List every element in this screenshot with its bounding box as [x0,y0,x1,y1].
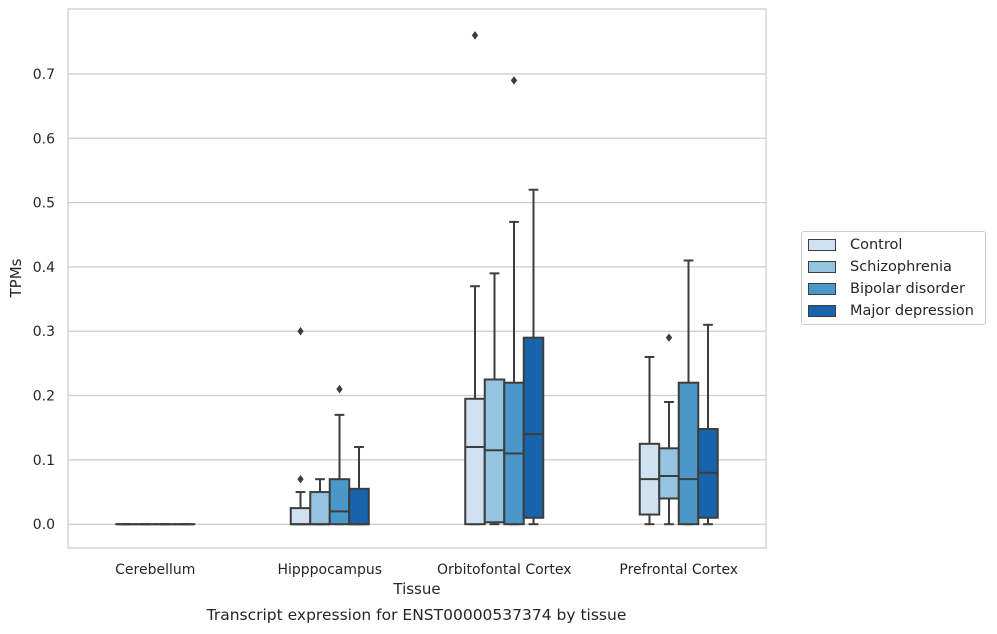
legend-label-major-depression: Major depression [850,303,974,319]
x-axis-ticks: Cerebellum Hipppocampus Orbitofontal Corte… [115,562,738,578]
box-body [464,397,486,526]
y-tick-label: 0.0 [33,517,55,533]
outlier-point [297,474,304,484]
y-tick-label: 0.7 [33,67,55,83]
box-group [289,327,312,526]
chart-caption: Transcript expression for ENST0000053737… [206,606,627,624]
box-group [348,446,370,526]
x-tick-label: Orbitofontal Cortex [437,562,572,578]
gridlines [68,73,766,525]
box-group [464,31,486,526]
legend-item-schizophrenia: Schizophrenia [808,257,952,277]
y-tick-label: 0.3 [33,324,55,340]
box-group [697,323,719,526]
box-body [658,447,680,500]
boxes [115,31,719,526]
y-tick-label: 0.4 [33,260,55,276]
box-group [309,478,331,526]
x-tick-label: Cerebellum [115,562,195,578]
legend-label-schizophrenia: Schizophrenia [850,259,952,275]
box-group [328,384,351,526]
outlier-point [665,333,673,342]
y-tick-label: 0.5 [33,196,55,212]
box-body [348,487,370,526]
legend-swatch-control [808,239,836,251]
y-axis-ticks: 0.0 0.1 0.2 0.3 0.4 0.5 0.6 0.7 [33,67,55,533]
legend-swatch-major-depression [808,305,836,317]
box-group [677,259,700,526]
legend: Control Schizophrenia Bipolar disorder M… [801,231,986,325]
box-group [658,333,680,526]
box-group [638,355,661,526]
box-body [328,478,351,526]
box-group [522,188,545,526]
plot-area-frame [67,8,767,549]
x-axis-title: Tissue [392,580,440,598]
outlier-point [336,384,343,394]
box-group [483,272,506,526]
outlier-point [510,76,518,85]
y-tick-label: 0.6 [33,131,55,147]
y-axis-title: TPMs [7,258,25,298]
y-tick-label: 0.2 [33,389,55,405]
x-tick-label: Prefrontal Cortex [619,562,738,578]
box-body [289,507,312,526]
y-tick-label: 0.1 [33,453,55,469]
legend-swatch-bipolar-disorder [808,283,836,295]
legend-item-major-depression: Major depression [808,301,974,321]
outlier-point [471,31,479,40]
x-tick-label: Hipppocampus [277,562,382,578]
box-body [677,381,700,526]
box-body [309,491,331,526]
legend-label-bipolar-disorder: Bipolar disorder [850,281,965,297]
legend-item-bipolar-disorder: Bipolar disorder [808,279,965,299]
box-body [522,336,545,519]
legend-label-control: Control [850,237,903,253]
box-group [503,76,525,526]
legend-swatch-schizophrenia [808,261,836,273]
legend-item-control: Control [808,235,902,255]
outlier-point [297,327,304,336]
